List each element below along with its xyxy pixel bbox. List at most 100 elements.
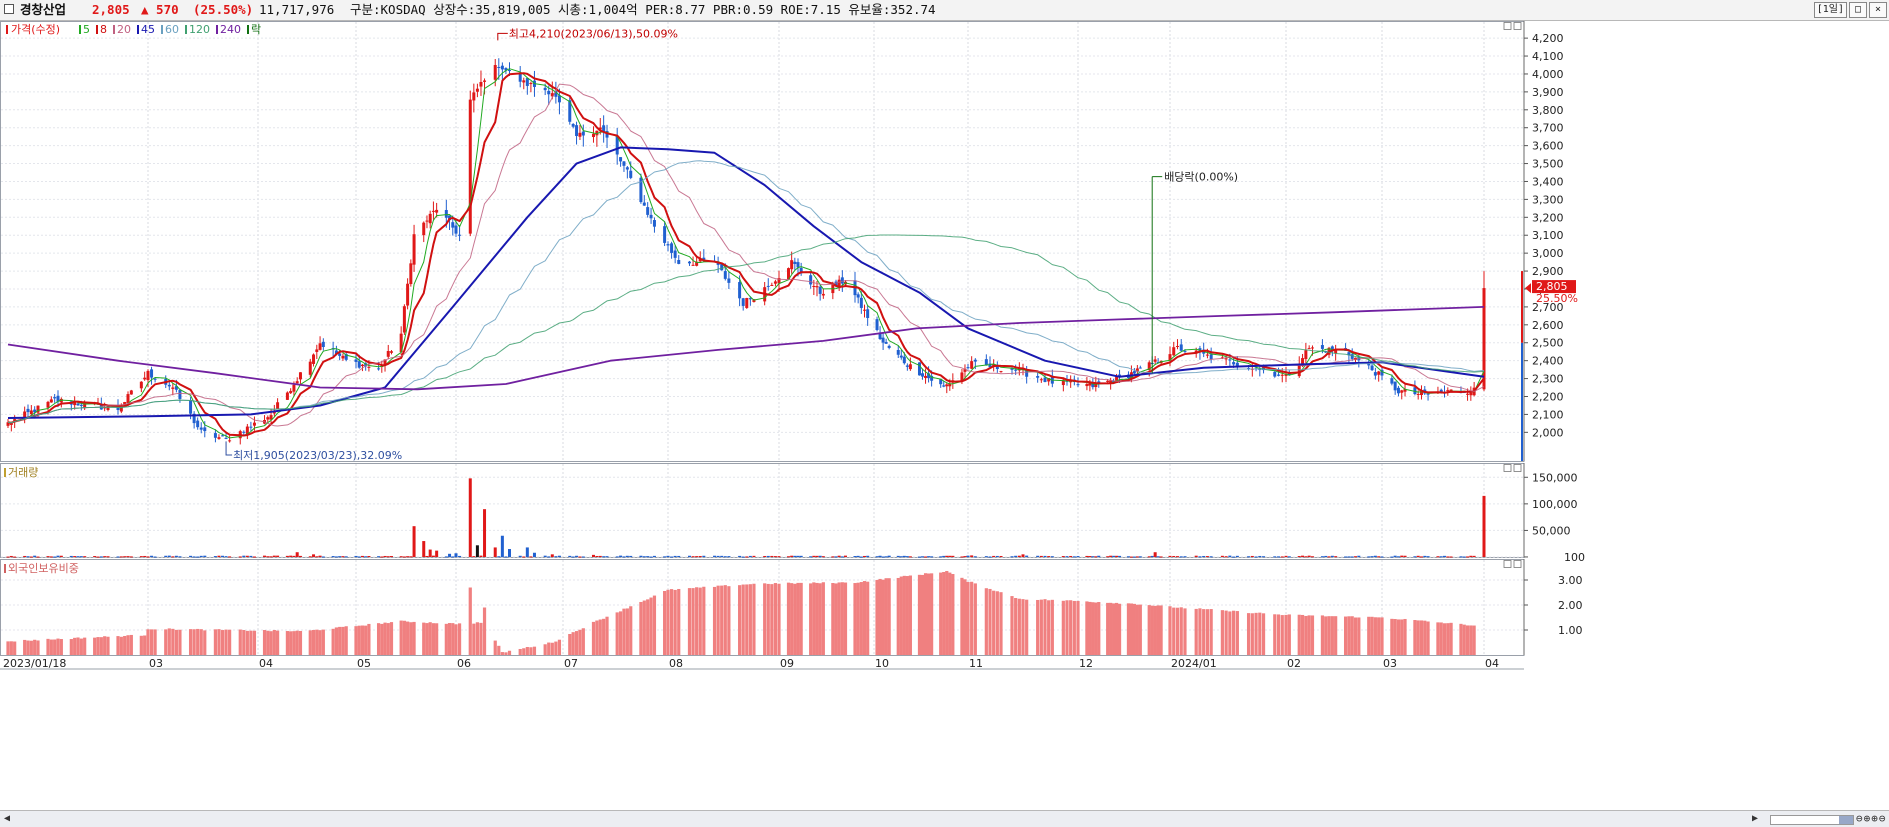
candle-body-243 bbox=[1147, 362, 1151, 371]
candle-body-119 bbox=[571, 124, 575, 127]
candle-body-132 bbox=[629, 170, 633, 178]
period-button[interactable]: [1일] bbox=[1813, 2, 1847, 18]
foreign-bar-300 bbox=[1419, 620, 1424, 655]
legend-ma-label-240: 240 bbox=[220, 23, 241, 36]
volume-bar-50 bbox=[245, 555, 249, 557]
foreign-bar-5 bbox=[29, 640, 33, 655]
legend-ma-label-20: 20 bbox=[117, 23, 131, 36]
foreign-bar-167 bbox=[799, 582, 803, 655]
current-change-axis-label: 25.50% bbox=[1536, 292, 1578, 305]
vol-tick-label-2: 100,000 bbox=[1532, 498, 1578, 511]
scroll-right-icon[interactable]: ▶ bbox=[1752, 813, 1759, 824]
candle-body-240 bbox=[1132, 371, 1136, 374]
current-price-arrow bbox=[1525, 283, 1531, 294]
volume-bar-0 bbox=[6, 556, 10, 558]
candle-body-236 bbox=[1115, 376, 1119, 381]
candle-body-169 bbox=[812, 286, 816, 288]
candle-body-241 bbox=[1135, 368, 1139, 372]
volume-bar-222 bbox=[1050, 556, 1054, 558]
volume-bar-14 bbox=[73, 556, 77, 558]
volume-bar-164 bbox=[790, 555, 794, 557]
foreign-bar-247 bbox=[1159, 605, 1163, 655]
volume-bar-241 bbox=[1135, 556, 1139, 558]
volume-bar-182 bbox=[866, 555, 870, 557]
candle-body-262 bbox=[1235, 362, 1239, 366]
volume-bar-248 bbox=[1168, 555, 1172, 557]
foreign-bar-193 bbox=[917, 574, 922, 655]
volume-bar-199 bbox=[942, 555, 946, 557]
scroll-thumb[interactable] bbox=[1839, 816, 1853, 824]
volume-bar-213 bbox=[1010, 556, 1014, 558]
foreign-bar-26 bbox=[126, 635, 130, 655]
foreign-bar-189 bbox=[899, 576, 903, 655]
candle-body-269 bbox=[1277, 374, 1281, 376]
volume-bar-29 bbox=[143, 555, 147, 557]
foreign-bar-94 bbox=[447, 623, 452, 655]
volume-bar-134 bbox=[642, 556, 646, 558]
candle-body-2 bbox=[13, 419, 17, 422]
foreign-bar-157 bbox=[752, 583, 756, 655]
candle-body-219 bbox=[1039, 379, 1043, 381]
volume-bar-196 bbox=[927, 556, 931, 558]
volume-bar-86 bbox=[409, 556, 413, 558]
volume-bar-120 bbox=[575, 555, 579, 557]
foreign-bar-200 bbox=[945, 570, 949, 655]
foreign-bar-292 bbox=[1380, 617, 1384, 655]
volume-bar-23 bbox=[116, 556, 120, 558]
x-tick-label-1: 03 bbox=[149, 657, 163, 670]
scroll-track[interactable] bbox=[1770, 815, 1854, 825]
candle-body-207 bbox=[973, 359, 977, 362]
volume-bar-126 bbox=[602, 556, 606, 558]
volume-bar-218 bbox=[1036, 555, 1040, 557]
foreign-bar-108 bbox=[518, 648, 522, 655]
close-button[interactable]: × bbox=[1869, 2, 1887, 18]
candle-body-134 bbox=[642, 202, 646, 206]
foreign-bar-60 bbox=[292, 631, 296, 655]
candle-body-98 bbox=[468, 99, 472, 234]
volume-bar-40 bbox=[196, 556, 200, 558]
exdiv-annotation-label: 배당락(0.00%) bbox=[1164, 171, 1238, 184]
candle-body-77 bbox=[367, 366, 371, 368]
volume-bar-272 bbox=[1287, 556, 1291, 558]
foreign-bar-87 bbox=[412, 621, 416, 655]
foreign-bar-211 bbox=[995, 591, 999, 655]
volume-bar-28 bbox=[139, 556, 143, 558]
volume-bar-259 bbox=[1224, 556, 1228, 558]
volume-bar-74 bbox=[357, 556, 361, 558]
volume-bar-49 bbox=[242, 555, 246, 557]
foreign-bar-67 bbox=[321, 629, 325, 655]
foreign-bar-253 bbox=[1194, 608, 1198, 655]
candle-body-285 bbox=[1350, 354, 1354, 359]
stock-chart[interactable]: 2,000 2,100 2,200 2,300 2,400 2,500 2,600 2,700… bbox=[0, 0, 1889, 810]
candle-body-289 bbox=[1370, 365, 1374, 371]
candle-body-194 bbox=[921, 373, 925, 377]
foreign-bar-164 bbox=[790, 583, 794, 655]
select-checkbox[interactable] bbox=[4, 4, 14, 14]
candle-body-82 bbox=[389, 351, 393, 353]
volume-bar-200 bbox=[945, 555, 949, 557]
candle-body-124 bbox=[595, 130, 599, 136]
foreign-bar-286 bbox=[1353, 617, 1358, 655]
foreign-bar-209 bbox=[988, 588, 992, 655]
zoom-icons[interactable]: ⊖⊕⊕⊖ bbox=[1856, 812, 1887, 825]
candle-body-193 bbox=[917, 362, 921, 376]
foreign-bar-90 bbox=[428, 622, 432, 655]
candle-body-64 bbox=[312, 354, 316, 364]
volume-bar-160 bbox=[770, 555, 774, 557]
scroll-left-icon[interactable]: ◀ bbox=[4, 813, 11, 824]
candle-body-125 bbox=[598, 127, 602, 130]
volume-bar-286 bbox=[1354, 556, 1358, 558]
candle-body-67 bbox=[321, 341, 325, 347]
volume-bar-280 bbox=[1327, 556, 1331, 558]
volume-bar-258 bbox=[1220, 555, 1224, 557]
volume-bar-36 bbox=[174, 555, 178, 557]
x-tick-label-2: 04 bbox=[259, 657, 273, 670]
candle-body-12 bbox=[59, 398, 63, 403]
candle-body-256 bbox=[1205, 354, 1209, 356]
foreign-tick-label-1: 2.00 bbox=[1558, 599, 1583, 612]
volume-bar-66 bbox=[318, 555, 322, 557]
candle-body-110 bbox=[525, 78, 529, 86]
foreign-bar-160 bbox=[770, 584, 774, 655]
price-tick-label-5: 2,500 bbox=[1532, 337, 1564, 350]
restore-button[interactable]: □ bbox=[1849, 2, 1867, 18]
